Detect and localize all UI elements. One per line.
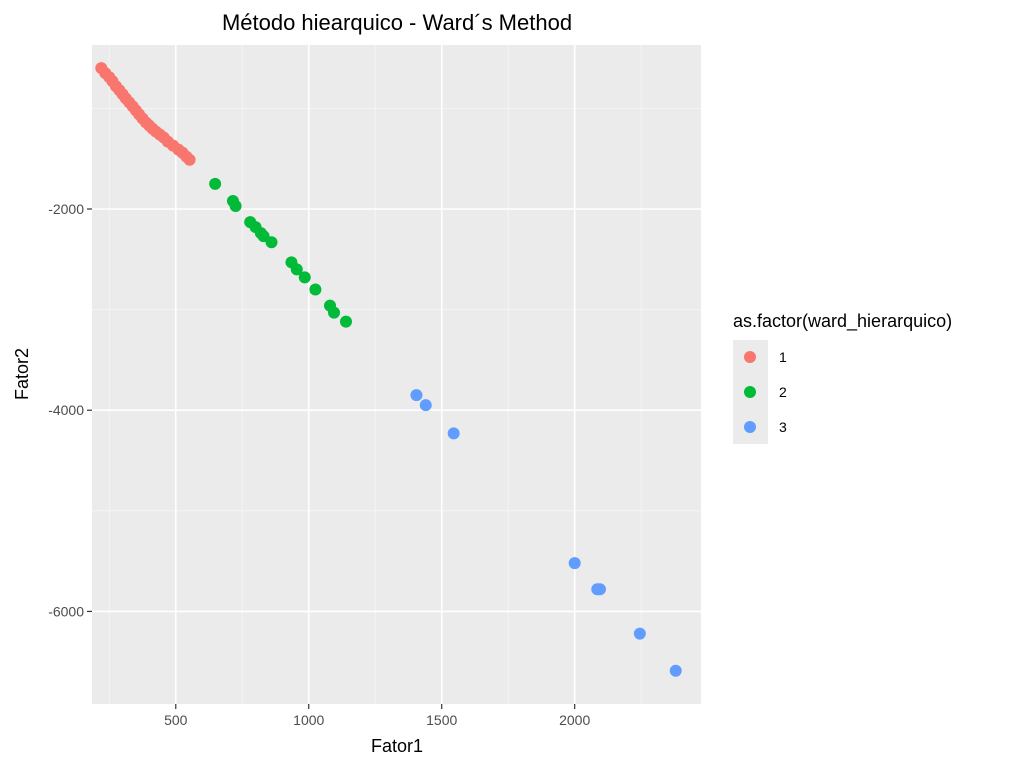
x-tick-label: 1500 <box>426 712 457 728</box>
x-tick-label: 2000 <box>559 712 590 728</box>
panel-background <box>92 45 701 704</box>
data-points <box>95 62 682 677</box>
data-point-cluster-2 <box>298 271 311 284</box>
data-point-cluster-2 <box>328 306 341 319</box>
data-point-cluster-2 <box>265 236 278 249</box>
x-axis-ticks: 500 1000 1500 2000 <box>164 704 590 728</box>
legend-items: 1 2 3 <box>744 349 787 435</box>
legend: as.factor(ward_hierarquico) 1 2 3 <box>733 311 952 444</box>
data-point-cluster-2 <box>339 315 352 328</box>
data-point-cluster-2 <box>209 177 222 190</box>
data-point-cluster-2 <box>229 199 242 212</box>
y-axis-title: Fator2 <box>12 348 32 400</box>
data-point-cluster-1 <box>183 153 196 166</box>
major-gridlines <box>92 45 701 704</box>
data-point-cluster-3 <box>669 664 682 677</box>
legend-key-cluster-3 <box>744 421 756 433</box>
legend-title: as.factor(ward_hierarquico) <box>733 311 952 332</box>
y-tick-label: -2000 <box>48 201 84 217</box>
legend-label-cluster-1: 1 <box>779 349 787 365</box>
data-point-cluster-3 <box>633 627 646 640</box>
chart-title: Método hiearquico - Ward´s Method <box>222 10 572 35</box>
data-point-cluster-3 <box>568 557 581 570</box>
y-tick-label: -6000 <box>48 603 84 619</box>
legend-label-cluster-2: 2 <box>779 384 787 400</box>
data-point-cluster-2 <box>309 283 322 296</box>
data-point-cluster-3 <box>410 389 423 402</box>
minor-gridlines <box>92 45 701 704</box>
data-point-cluster-3 <box>593 583 606 596</box>
y-axis-ticks: -2000 -4000 -6000 <box>48 201 92 619</box>
data-point-cluster-2 <box>290 263 303 276</box>
legend-key-cluster-1 <box>744 351 756 363</box>
legend-key-cluster-2 <box>744 386 756 398</box>
y-tick-label: -4000 <box>48 402 84 418</box>
x-tick-label: 500 <box>164 712 188 728</box>
x-axis-title: Fator1 <box>371 736 423 756</box>
legend-label-cluster-3: 3 <box>779 419 787 435</box>
data-point-cluster-3 <box>447 427 460 440</box>
x-tick-label: 1000 <box>293 712 324 728</box>
data-point-cluster-3 <box>419 399 432 412</box>
